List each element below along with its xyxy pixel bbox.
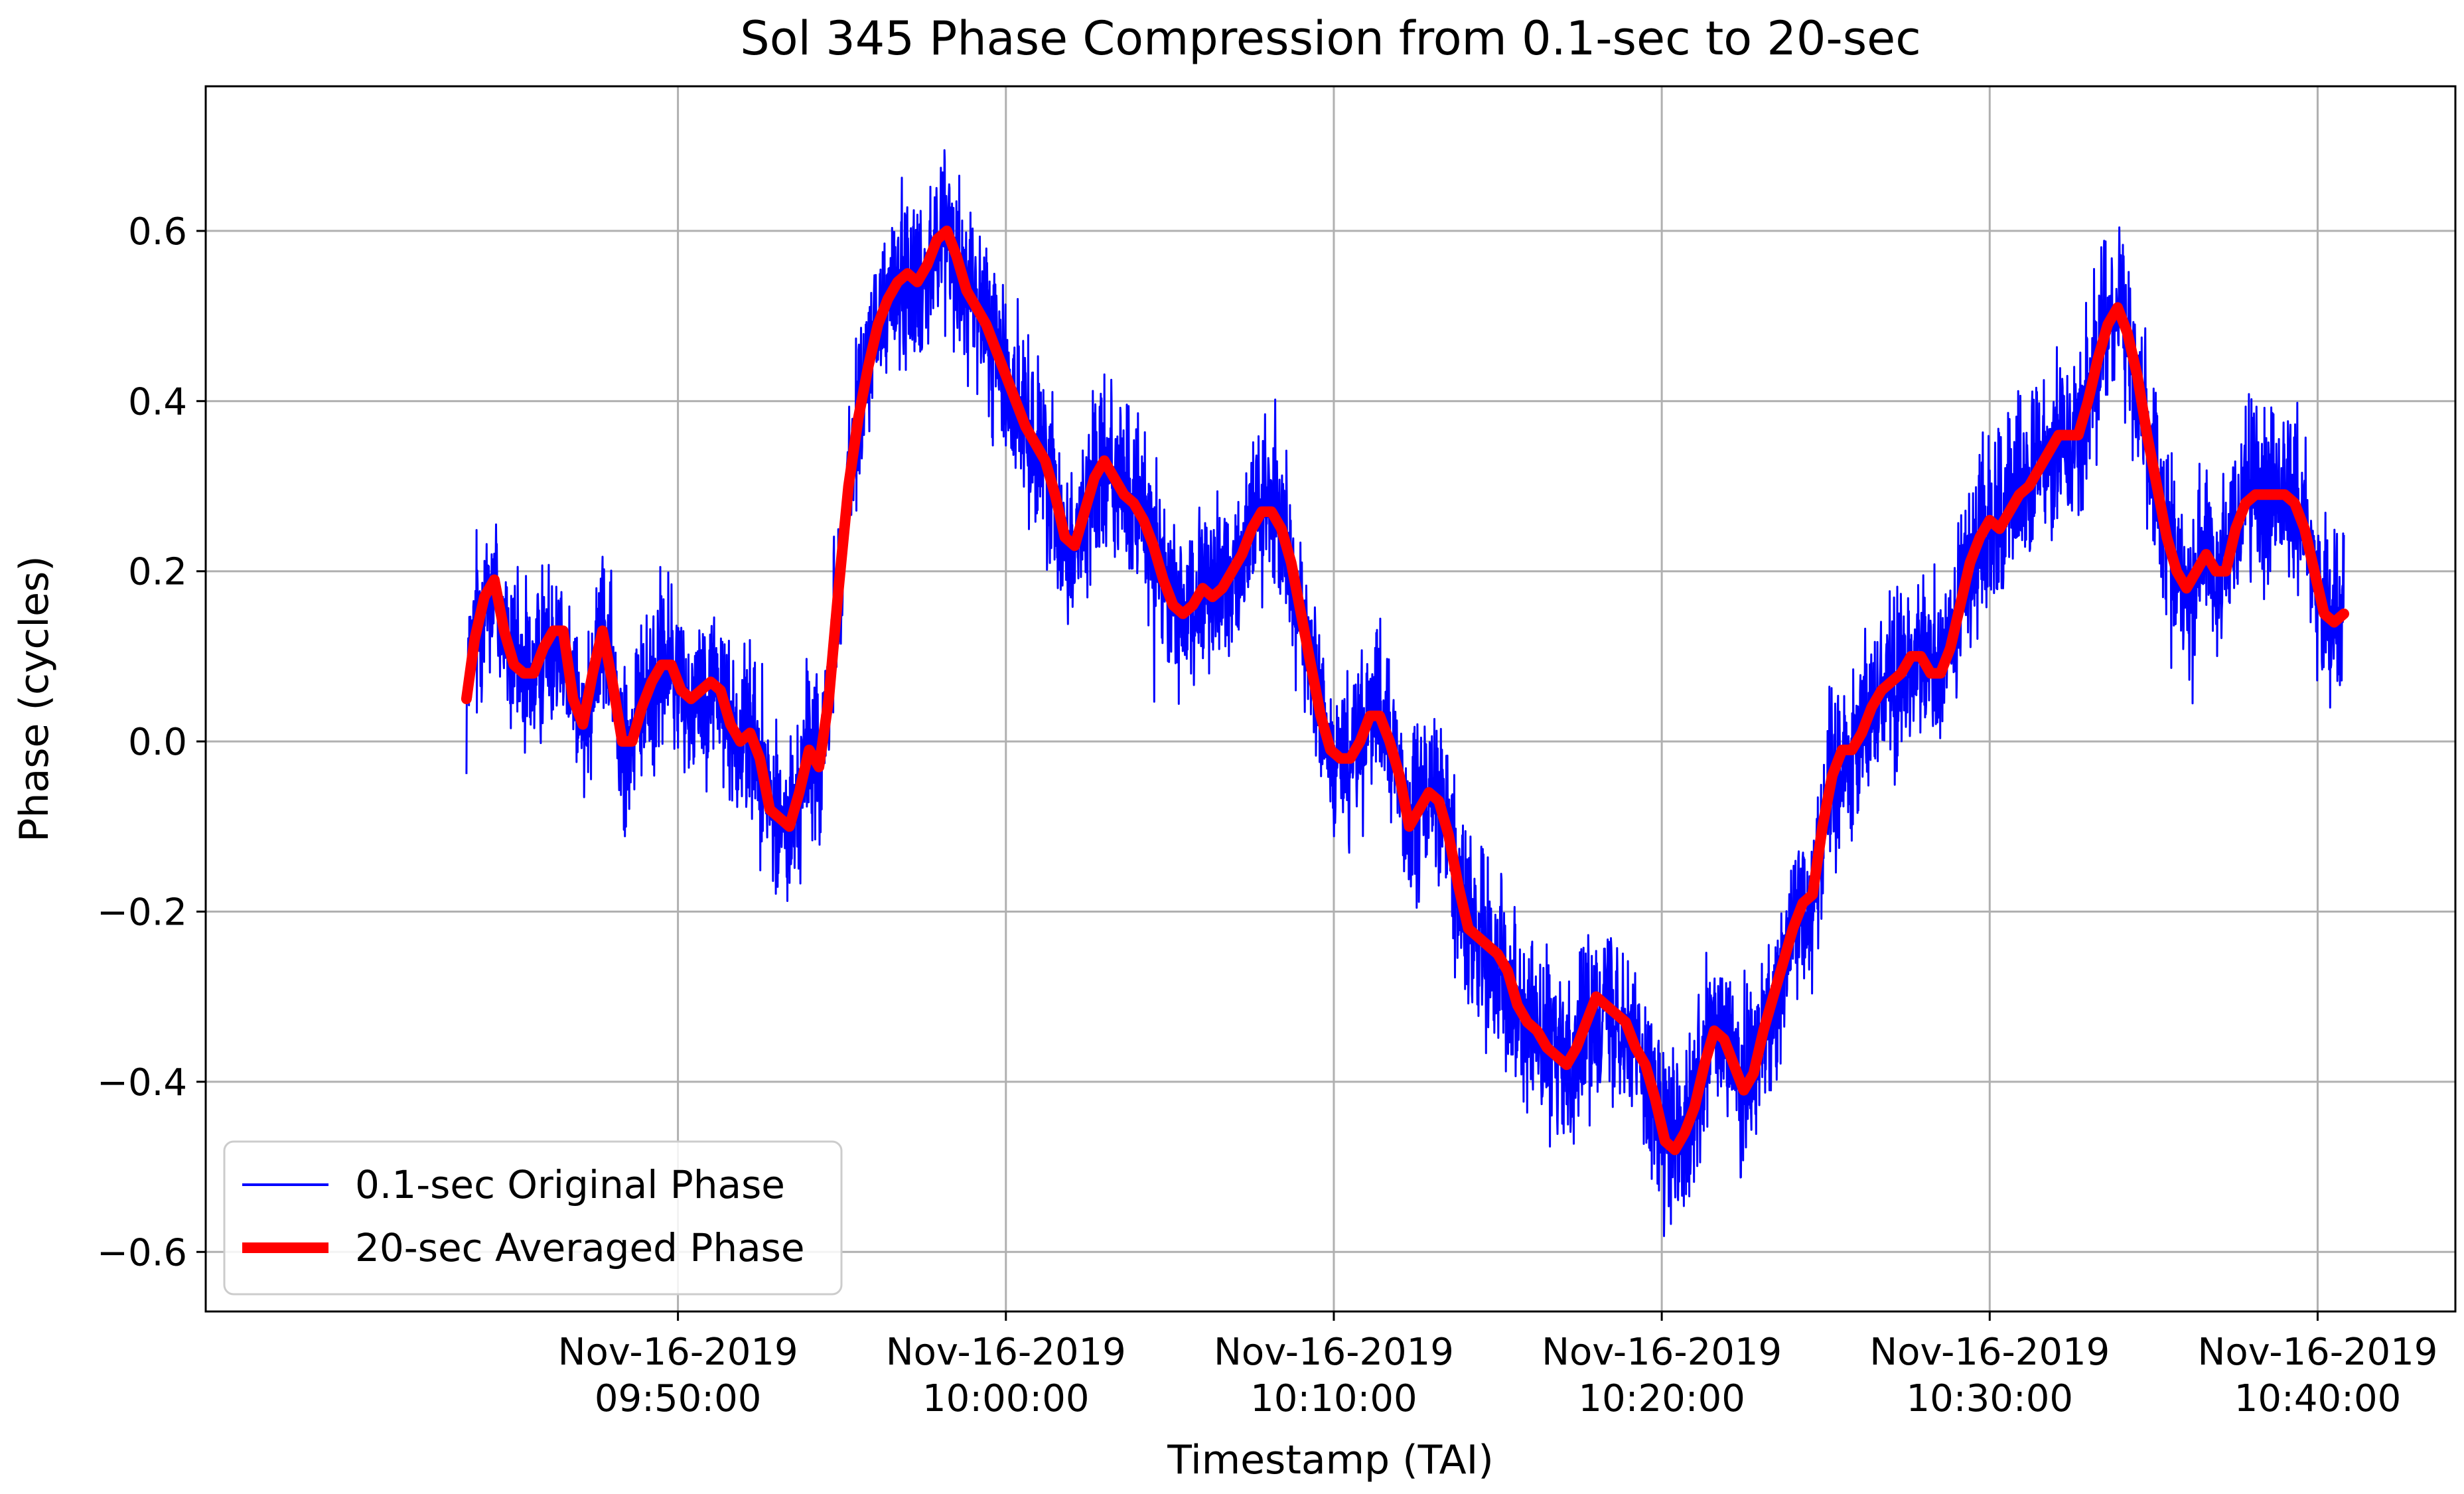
y-tick-label: 0.4 [128,380,187,423]
y-tick-label: 0.2 [128,551,187,594]
legend-box [223,1140,843,1296]
x-tick-label-time: 10:30:00 [1907,1377,2074,1420]
plot-frame [204,85,2457,1313]
y-tick-label: 0.6 [128,210,187,254]
averaged-phase-line [461,225,2349,1156]
x-tick-label-time: 10:40:00 [2234,1377,2402,1420]
x-tick-label-time: 10:20:00 [1578,1377,1745,1420]
chart-title: Sol 345 Phase Compression from 0.1-sec t… [740,11,1920,66]
legend-label-original: 0.1-sec Original Phase [355,1162,785,1207]
x-tick-label-date: Nov-16-2019 [558,1331,798,1374]
x-tick-label-time: 10:10:00 [1250,1377,1417,1420]
y-axis-label: Phase (cycles) [11,556,58,842]
legend-label-averaged: 20-sec Averaged Phase [355,1225,805,1270]
x-tick-label-time: 10:00:00 [922,1377,1090,1420]
legend: 0.1-sec Original Phase 20-sec Averaged P… [223,1140,843,1296]
x-axis-label: Timestamp (TAI) [1167,1437,1494,1483]
x-tick-label-time: 09:50:00 [595,1377,762,1420]
x-tick-label-date: Nov-16-2019 [886,1331,1126,1374]
x-tick-label-date: Nov-16-2019 [1542,1331,1782,1374]
y-tick-label: −0.2 [97,891,187,934]
x-tick-label-date: Nov-16-2019 [1869,1331,2110,1374]
y-tick-label: −0.4 [97,1061,187,1104]
x-tick-label-date: Nov-16-2019 [2197,1331,2437,1374]
y-tick-label: 0.0 [128,721,187,764]
axis-ticks: Nov-16-201909:50:00Nov-16-201910:00:00No… [97,210,2437,1420]
x-tick-label-date: Nov-16-2019 [1214,1331,1454,1374]
series-layer [461,149,2349,1237]
y-tick-label: −0.6 [97,1231,187,1274]
